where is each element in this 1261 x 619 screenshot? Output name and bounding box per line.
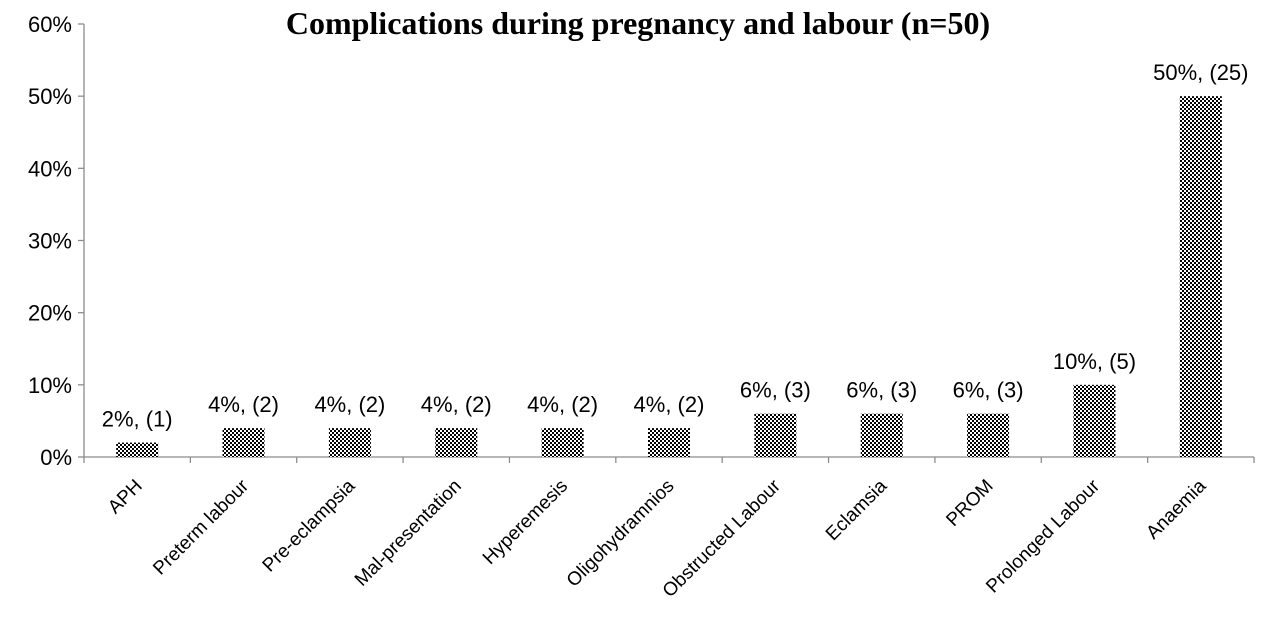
data-label: 4%, (2): [634, 392, 705, 417]
x-tick-label: Oligohydramnios: [563, 476, 679, 592]
data-label: 6%, (3): [846, 378, 917, 403]
bar: [967, 413, 1010, 457]
data-label: 2%, (1): [102, 407, 173, 432]
bar: [648, 428, 690, 457]
bar: [222, 428, 265, 457]
y-tick-label: 20%: [28, 301, 72, 326]
bar: [541, 428, 584, 457]
bar: [116, 442, 159, 457]
x-axis: [83, 456, 1255, 463]
y-axis: 0% 10% 20% 30% 40% 50% 60%: [28, 12, 85, 470]
bars: [116, 96, 1222, 458]
bar: [435, 428, 478, 457]
bar: [754, 413, 797, 457]
y-tick-label: 0%: [40, 445, 72, 470]
data-label: 4%, (2): [208, 392, 279, 417]
data-labels: 2%, (1) 4%, (2) 4%, (2) 4%, (2) 4%, (2) 4%, (…: [102, 60, 1249, 431]
bar: [1073, 384, 1116, 457]
x-tick-label: Obstructed Labour: [659, 475, 786, 602]
chart-title: Complications during pregnancy and labou…: [286, 5, 990, 41]
y-tick-label: 50%: [28, 84, 72, 109]
data-label: 10%, (5): [1053, 349, 1136, 374]
x-tick-label: Mal-presentation: [351, 476, 466, 591]
bar: [1179, 96, 1222, 458]
bar: [860, 413, 903, 457]
x-tick-label: Prolonged Labour: [982, 475, 1104, 597]
x-tick-label: Hyperemesis: [479, 476, 572, 569]
data-label: 4%, (2): [421, 392, 492, 417]
x-tick-label: Pre-eclampsia: [259, 475, 360, 576]
category-labels: APH Preterm labour Pre-eclampsiaMal-presen…: [104, 475, 1210, 602]
data-label: 6%, (3): [740, 378, 811, 403]
y-tick-label: 40%: [28, 156, 72, 181]
x-tick-label: APH: [104, 476, 146, 518]
x-tick-label: Anaemia: [1142, 475, 1210, 543]
data-label: 4%, (2): [314, 392, 385, 417]
data-label: 6%, (3): [953, 378, 1024, 403]
bar: [328, 428, 371, 457]
data-label: 50%, (25): [1153, 60, 1248, 85]
x-tick-label: PROM: [942, 476, 997, 531]
y-tick-label: 60%: [28, 12, 72, 37]
x-tick-label: Preterm labour: [149, 475, 253, 579]
y-tick-label: 10%: [28, 373, 72, 398]
data-label: 4%, (2): [527, 392, 598, 417]
x-tick-label: Eclamsia: [822, 475, 892, 545]
y-tick-label: 30%: [28, 229, 72, 254]
